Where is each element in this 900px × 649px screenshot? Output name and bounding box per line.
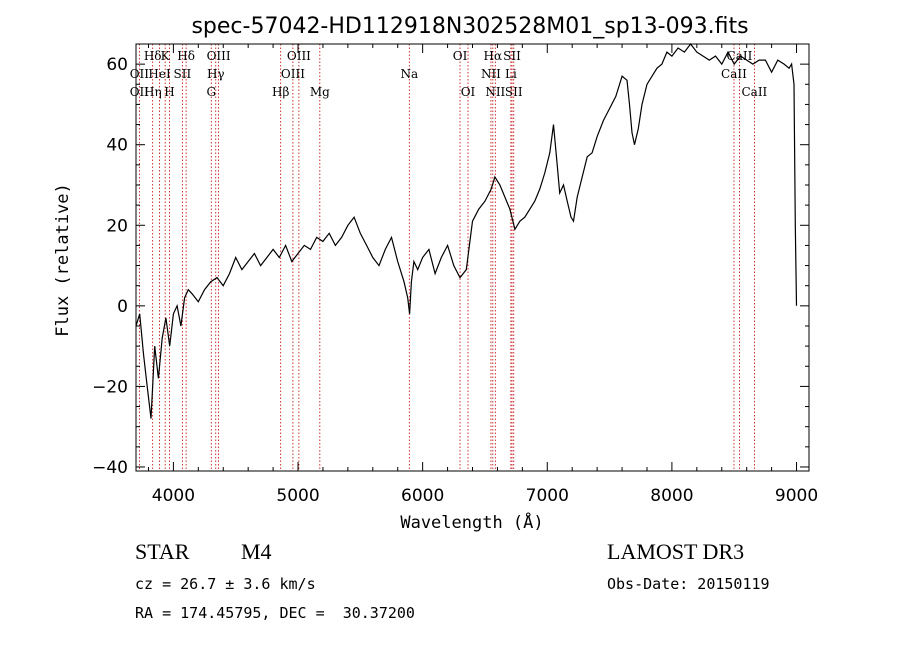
x-tick-label: 6000 xyxy=(401,486,444,506)
line-label-11: G xyxy=(206,85,216,99)
emission-line-markers xyxy=(138,44,755,471)
y-axis-label: Flux (relative) xyxy=(53,183,73,337)
survey-name: LAMOST DR3 xyxy=(607,539,745,564)
line-label-19: Hα xyxy=(484,49,503,63)
line-label-26: CaII xyxy=(721,67,747,81)
x-tick-label: 8000 xyxy=(650,486,693,506)
line-label-23: NII xyxy=(485,85,505,99)
line-label-7: Hδ xyxy=(177,49,195,63)
spectral-subclass: M4 xyxy=(241,539,272,564)
line-label-3: Hη xyxy=(144,85,162,99)
line-label-6: H xyxy=(164,85,174,99)
plot-frame xyxy=(135,43,810,472)
y-axis-ticks: −40 −20 0 20 40 60 xyxy=(92,55,809,478)
line-label-17: OI xyxy=(453,49,468,63)
line-label-10: Hγ xyxy=(207,67,225,81)
line-label-2: OII xyxy=(130,85,150,99)
line-label-24: SII xyxy=(505,85,523,99)
line-label-22: Li xyxy=(505,67,517,81)
y-tick-label: −40 xyxy=(92,458,128,478)
line-label-9: OIII xyxy=(207,49,231,63)
line-label-27: CaII xyxy=(741,85,767,99)
y-tick-label: 60 xyxy=(106,55,128,75)
y-tick-label: 40 xyxy=(106,136,128,156)
line-label-0: Hδ xyxy=(144,49,162,63)
line-label-13: OIII xyxy=(281,67,305,81)
line-label-1: OII xyxy=(130,67,150,81)
line-label-20: SII xyxy=(503,49,521,63)
coordinates: RA = 174.45795, DEC = 30.37200 xyxy=(135,604,415,622)
line-label-8: SII xyxy=(174,67,192,81)
line-label-16: Na xyxy=(400,67,418,81)
observation-date: Obs-Date: 20150119 xyxy=(607,575,770,593)
x-tick-label: 4000 xyxy=(152,486,195,506)
x-tick-label: 5000 xyxy=(276,486,319,506)
chart-title: spec-57042-HD112918N302528M01_sp13-093.f… xyxy=(191,14,748,39)
line-label-21: NII xyxy=(481,67,501,81)
x-axis-label: Wavelength (Å) xyxy=(400,511,543,533)
line-label-15: Mg xyxy=(310,85,330,99)
redshift-cz: cz = 26.7 ± 3.6 km/s xyxy=(135,575,316,593)
line-label-4: K xyxy=(161,49,171,63)
x-tick-label: 7000 xyxy=(526,486,569,506)
x-tick-label: 9000 xyxy=(775,486,818,506)
y-tick-label: 0 xyxy=(117,297,128,317)
spectrum-line xyxy=(135,43,798,419)
line-label-18: OI xyxy=(461,85,476,99)
line-label-12: OIII xyxy=(287,49,311,63)
y-tick-label: −20 xyxy=(92,377,128,397)
x-axis-ticks: 4000 5000 6000 7000 8000 9000 xyxy=(147,44,818,506)
line-label-5: HeI xyxy=(148,67,171,81)
y-tick-label: 20 xyxy=(106,216,128,236)
object-type: STAR xyxy=(135,539,190,564)
line-label-14: Hβ xyxy=(272,85,289,99)
